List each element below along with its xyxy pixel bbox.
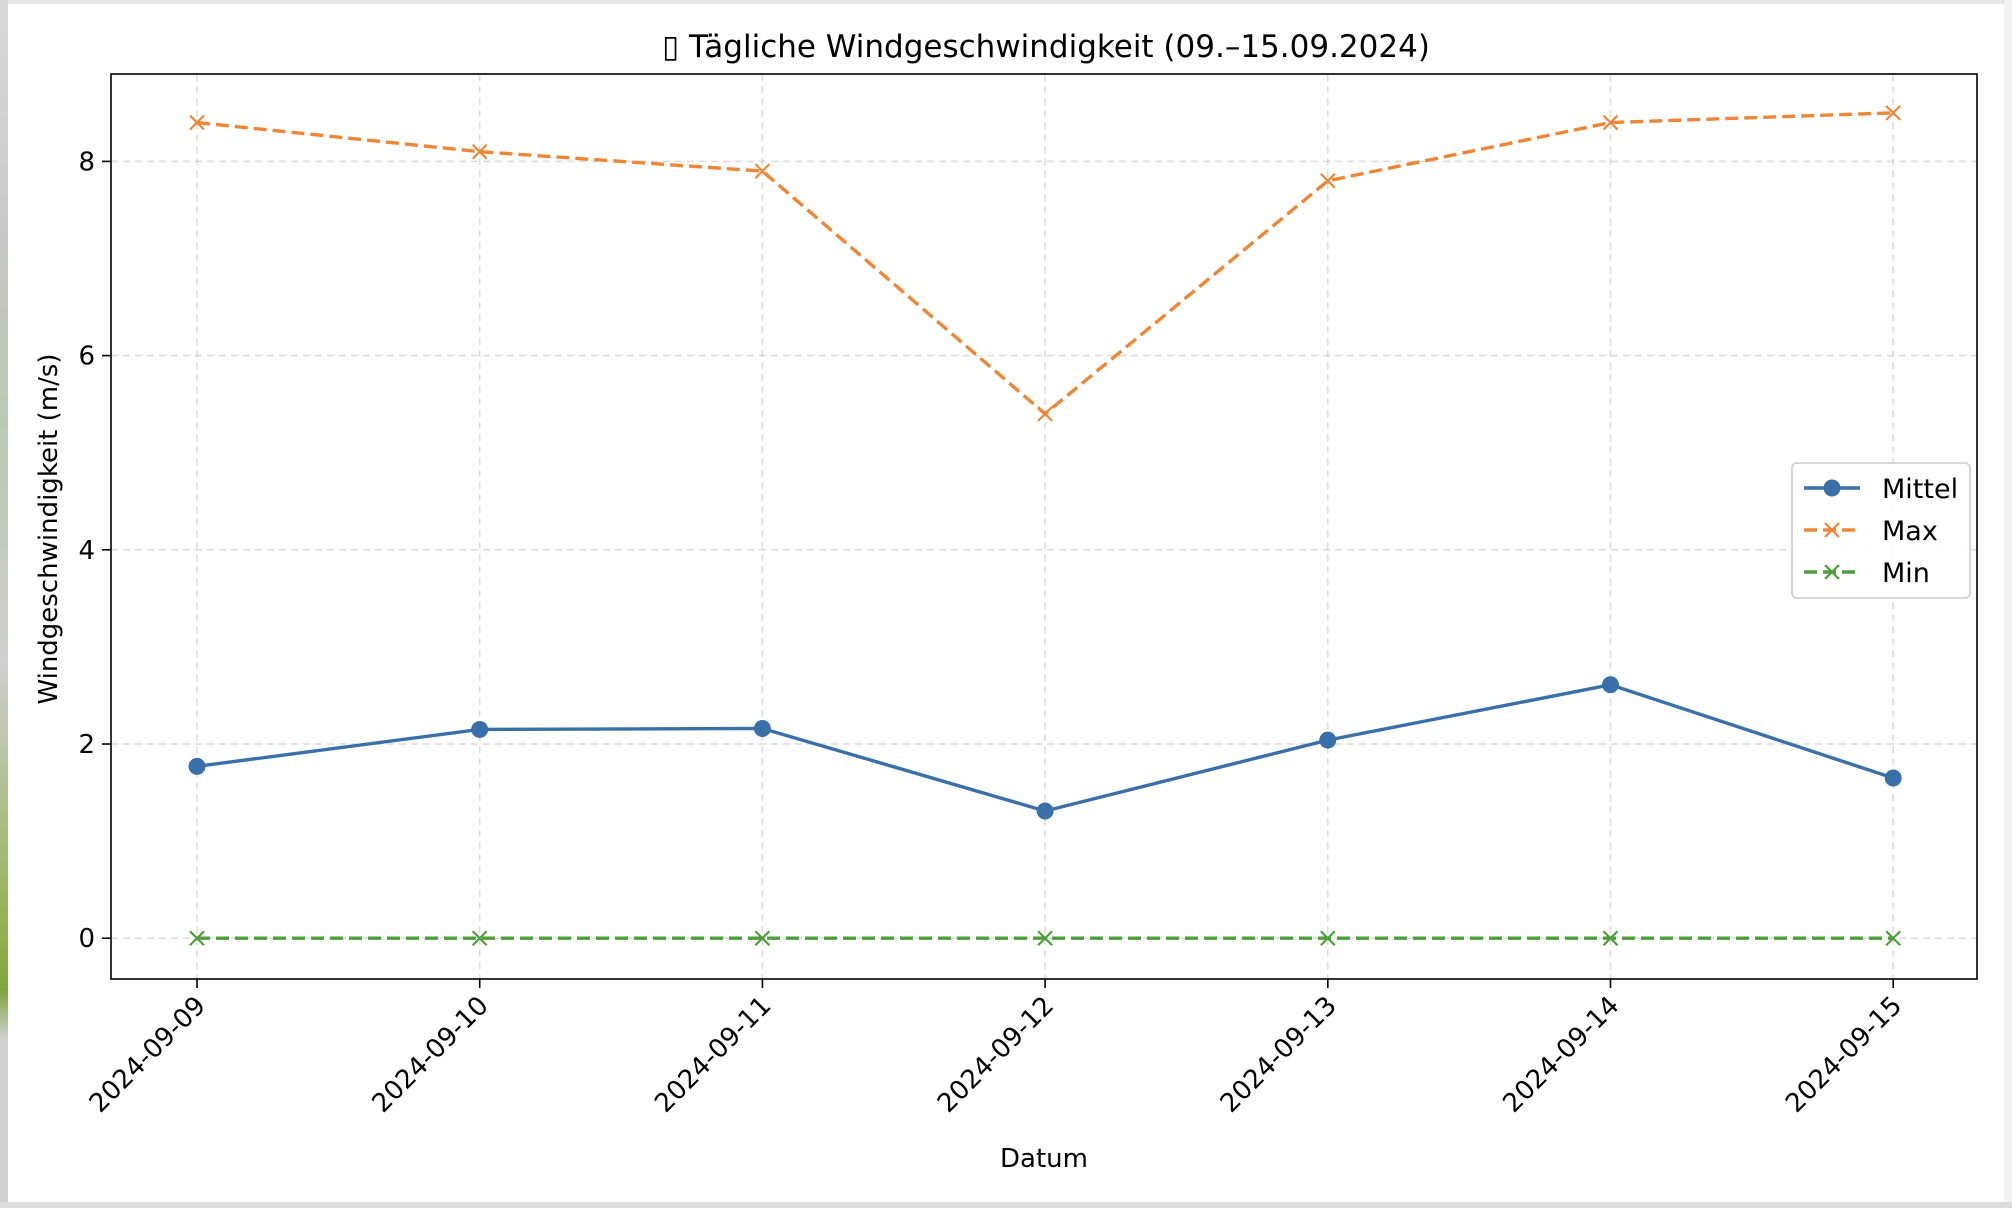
data-point-max (1602, 114, 1619, 131)
chart-title: ▯ Tägliche Windgeschwindigkeit (09.–15.0… (662, 29, 1430, 65)
series-layer (188, 105, 1902, 946)
marker-stroke (471, 930, 488, 946)
y-tick-label: 6 (78, 342, 95, 372)
data-point-min (471, 930, 488, 946)
x-tick-label: 2024-09-09 (84, 991, 212, 1119)
series-mittel (188, 676, 1902, 820)
series-min (189, 930, 1901, 946)
data-point-min (1602, 930, 1619, 946)
y-tick-label: 0 (78, 924, 95, 954)
marker-stroke (1602, 930, 1619, 946)
x-axis-label: Datum (1000, 1144, 1088, 1174)
legend-marker-max (1824, 522, 1840, 538)
plot-frame (110, 73, 1978, 980)
x-tick-label: 2024-09-14 (1497, 991, 1625, 1119)
legend-box (1791, 462, 1971, 599)
chart-figure: ▯ Tägliche Windgeschwindigkeit (09.–15.0… (8, 4, 2004, 1202)
y-tick-label: 2 (78, 730, 95, 760)
data-point-mittel (188, 757, 206, 775)
data-point-max (754, 163, 771, 179)
data-point-max (1037, 406, 1053, 422)
y-tick-label: 8 (78, 147, 95, 177)
series-max (189, 105, 1901, 422)
grid (111, 74, 1977, 979)
marker-stroke (1037, 406, 1053, 422)
data-point-min (1037, 930, 1053, 946)
data-point-mittel (1319, 731, 1337, 749)
y-axis: 0 2 4 6 8 (78, 147, 111, 954)
marker-stroke (189, 114, 205, 131)
marker-stroke (1824, 522, 1840, 538)
x-tick-label: 2024-09-12 (932, 991, 1060, 1119)
data-point-max (471, 143, 488, 160)
legend-marker-min (1824, 564, 1840, 580)
marker-stroke (1824, 564, 1840, 580)
marker-stroke (1037, 930, 1053, 946)
legend-label-max: Max (1882, 516, 1938, 547)
x-tick-label: 2024-09-15 (1780, 991, 1908, 1119)
x-tick-label: 2024-09-11 (649, 991, 777, 1119)
marker-stroke (1320, 930, 1336, 946)
marker-stroke (471, 143, 488, 160)
data-point-mittel (753, 719, 771, 737)
marker-stroke (754, 163, 771, 179)
data-point-min (189, 930, 205, 946)
data-point-max (1885, 105, 1901, 121)
background-window-right (2003, 0, 2012, 1208)
data-point-mittel (471, 720, 489, 738)
data-point-mittel (1884, 769, 1902, 787)
marker-stroke (754, 930, 771, 946)
y-tick-label: 4 (78, 536, 95, 566)
legend-label-mittel: Mittel (1882, 474, 1958, 505)
x-axis: 2024-09-09 2024-09-10 2024-09-11 2024-09-12… (84, 979, 1908, 1119)
data-point-min (1885, 930, 1901, 946)
data-point-mittel (1602, 676, 1619, 694)
marker-stroke (1602, 114, 1619, 131)
data-point-mittel (1036, 802, 1054, 820)
legend: Mittel Max Min (1791, 462, 1971, 599)
marker-stroke (1885, 930, 1901, 946)
data-point-min (754, 930, 771, 946)
y-axis-label: Windgeschwindigkeit (m/s) (34, 353, 64, 704)
data-point-max (1320, 173, 1336, 189)
x-tick-label: 2024-09-13 (1215, 991, 1343, 1119)
marker-stroke (1320, 173, 1336, 189)
data-point-min (1320, 930, 1336, 946)
legend-marker-mittel (1823, 479, 1841, 497)
marker-stroke (1885, 105, 1901, 121)
x-tick-label: 2024-09-10 (367, 991, 495, 1119)
line-chart: ▯ Tägliche Windgeschwindigkeit (09.–15.0… (34, 29, 1978, 1174)
marker-stroke (189, 930, 205, 946)
data-point-max (189, 114, 205, 131)
background-taskbar (0, 1202, 2012, 1208)
legend-label-min: Min (1882, 558, 1930, 589)
background-window-left (0, 0, 8, 1208)
